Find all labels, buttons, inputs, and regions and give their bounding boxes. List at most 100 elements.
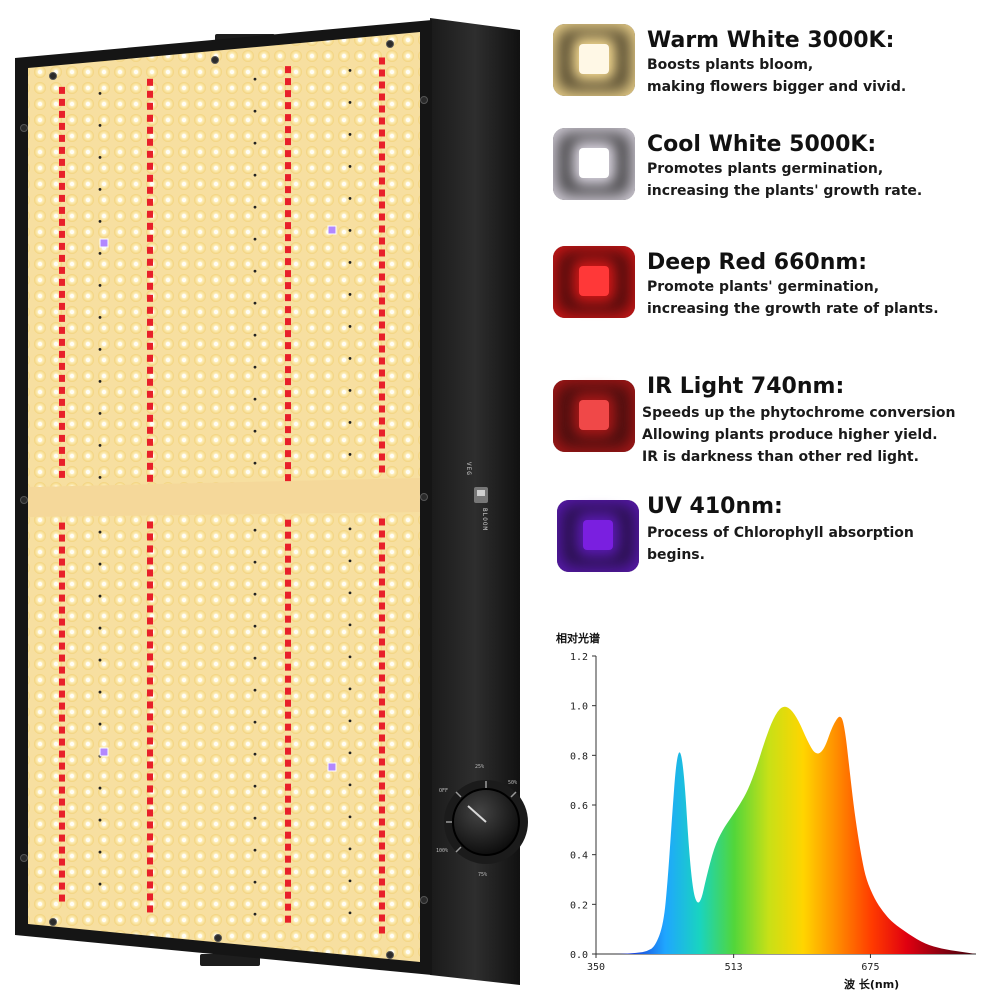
red-led xyxy=(147,893,153,901)
red-led xyxy=(379,105,385,113)
board-dot xyxy=(348,293,352,296)
red-led xyxy=(379,285,385,293)
legend-line: IR is darkness than other red light. xyxy=(642,449,919,465)
red-led xyxy=(285,531,291,539)
red-led xyxy=(285,771,291,779)
red-led xyxy=(285,450,291,458)
red-led xyxy=(147,378,153,386)
red-led xyxy=(285,306,291,314)
red-led xyxy=(59,786,65,794)
board-dot xyxy=(98,315,102,319)
red-led xyxy=(379,926,385,934)
red-led xyxy=(379,746,385,754)
board-dot xyxy=(253,269,257,273)
board-dot xyxy=(98,786,102,790)
red-led xyxy=(379,201,385,209)
board-dot xyxy=(98,347,102,351)
red-led xyxy=(285,555,291,563)
board-dot xyxy=(348,133,352,136)
red-led xyxy=(147,174,153,182)
red-led xyxy=(285,138,291,146)
red-led xyxy=(285,855,291,863)
x-tick-label: 350 xyxy=(587,962,605,973)
red-led xyxy=(59,558,65,566)
red-led xyxy=(147,402,153,410)
red-led xyxy=(379,674,385,682)
board-dot xyxy=(348,197,352,200)
red-led xyxy=(59,582,65,590)
red-led xyxy=(379,578,385,586)
board-dot xyxy=(253,912,257,916)
red-led xyxy=(147,653,153,661)
red-led xyxy=(147,737,153,745)
red-led xyxy=(379,393,385,401)
red-led xyxy=(147,881,153,889)
legend-line: begins. xyxy=(647,547,705,563)
red-led xyxy=(285,675,291,683)
dial-tick-off: OFF xyxy=(439,788,449,794)
red-led xyxy=(147,354,153,362)
red-led xyxy=(147,905,153,913)
board-dot xyxy=(253,237,257,241)
red-led xyxy=(285,366,291,374)
red-led xyxy=(285,903,291,911)
board-dot xyxy=(348,69,352,72)
x-tick-label: 675 xyxy=(861,962,879,973)
red-led xyxy=(147,629,153,637)
red-led xyxy=(59,422,65,430)
red-led xyxy=(285,66,291,74)
red-led xyxy=(59,134,65,142)
red-led xyxy=(147,557,153,565)
board-dot xyxy=(348,623,352,627)
red-led xyxy=(285,222,291,230)
red-led xyxy=(147,306,153,314)
board-dot xyxy=(98,187,102,191)
red-led xyxy=(285,579,291,587)
legend-line: Promotes plants germination, xyxy=(647,161,884,177)
red-led xyxy=(285,378,291,386)
red-led xyxy=(379,429,385,437)
y-tick-label: 1.2 xyxy=(570,652,588,663)
red-led xyxy=(59,110,65,118)
red-led xyxy=(147,186,153,194)
red-led xyxy=(379,614,385,622)
red-led xyxy=(379,890,385,898)
board-dot xyxy=(348,229,352,232)
legend-line: increasing the plants' growth rate. xyxy=(647,183,923,199)
board-dot xyxy=(98,443,102,447)
red-led xyxy=(379,237,385,245)
red-led xyxy=(59,678,65,686)
red-led xyxy=(379,698,385,706)
legend-line: Promote plants' germination, xyxy=(647,279,880,295)
red-led xyxy=(285,294,291,302)
red-led xyxy=(285,114,291,122)
red-led xyxy=(285,162,291,170)
red-led xyxy=(285,210,291,218)
red-led xyxy=(147,761,153,769)
red-led xyxy=(285,318,291,326)
red-led xyxy=(59,618,65,626)
red-led xyxy=(59,798,65,806)
board-dot xyxy=(98,690,102,694)
red-led xyxy=(379,321,385,329)
red-led xyxy=(147,114,153,122)
red-led xyxy=(147,126,153,134)
red-led xyxy=(285,90,291,98)
red-led xyxy=(147,318,153,326)
red-led xyxy=(59,738,65,746)
red-led xyxy=(379,357,385,365)
red-led xyxy=(379,297,385,305)
red-led xyxy=(379,225,385,233)
chart-title: 相对光谱 xyxy=(556,631,600,645)
grow-light-panel: VEG BLOOM OFF 25% 50% 75% 100% xyxy=(15,18,528,985)
red-led xyxy=(59,822,65,830)
red-led xyxy=(59,170,65,178)
board-dot xyxy=(98,658,102,662)
board-dot xyxy=(98,475,102,479)
red-led xyxy=(147,665,153,673)
red-led xyxy=(147,246,153,254)
red-led xyxy=(379,177,385,185)
red-led xyxy=(59,218,65,226)
board-dot xyxy=(348,421,352,424)
red-led xyxy=(59,470,65,478)
